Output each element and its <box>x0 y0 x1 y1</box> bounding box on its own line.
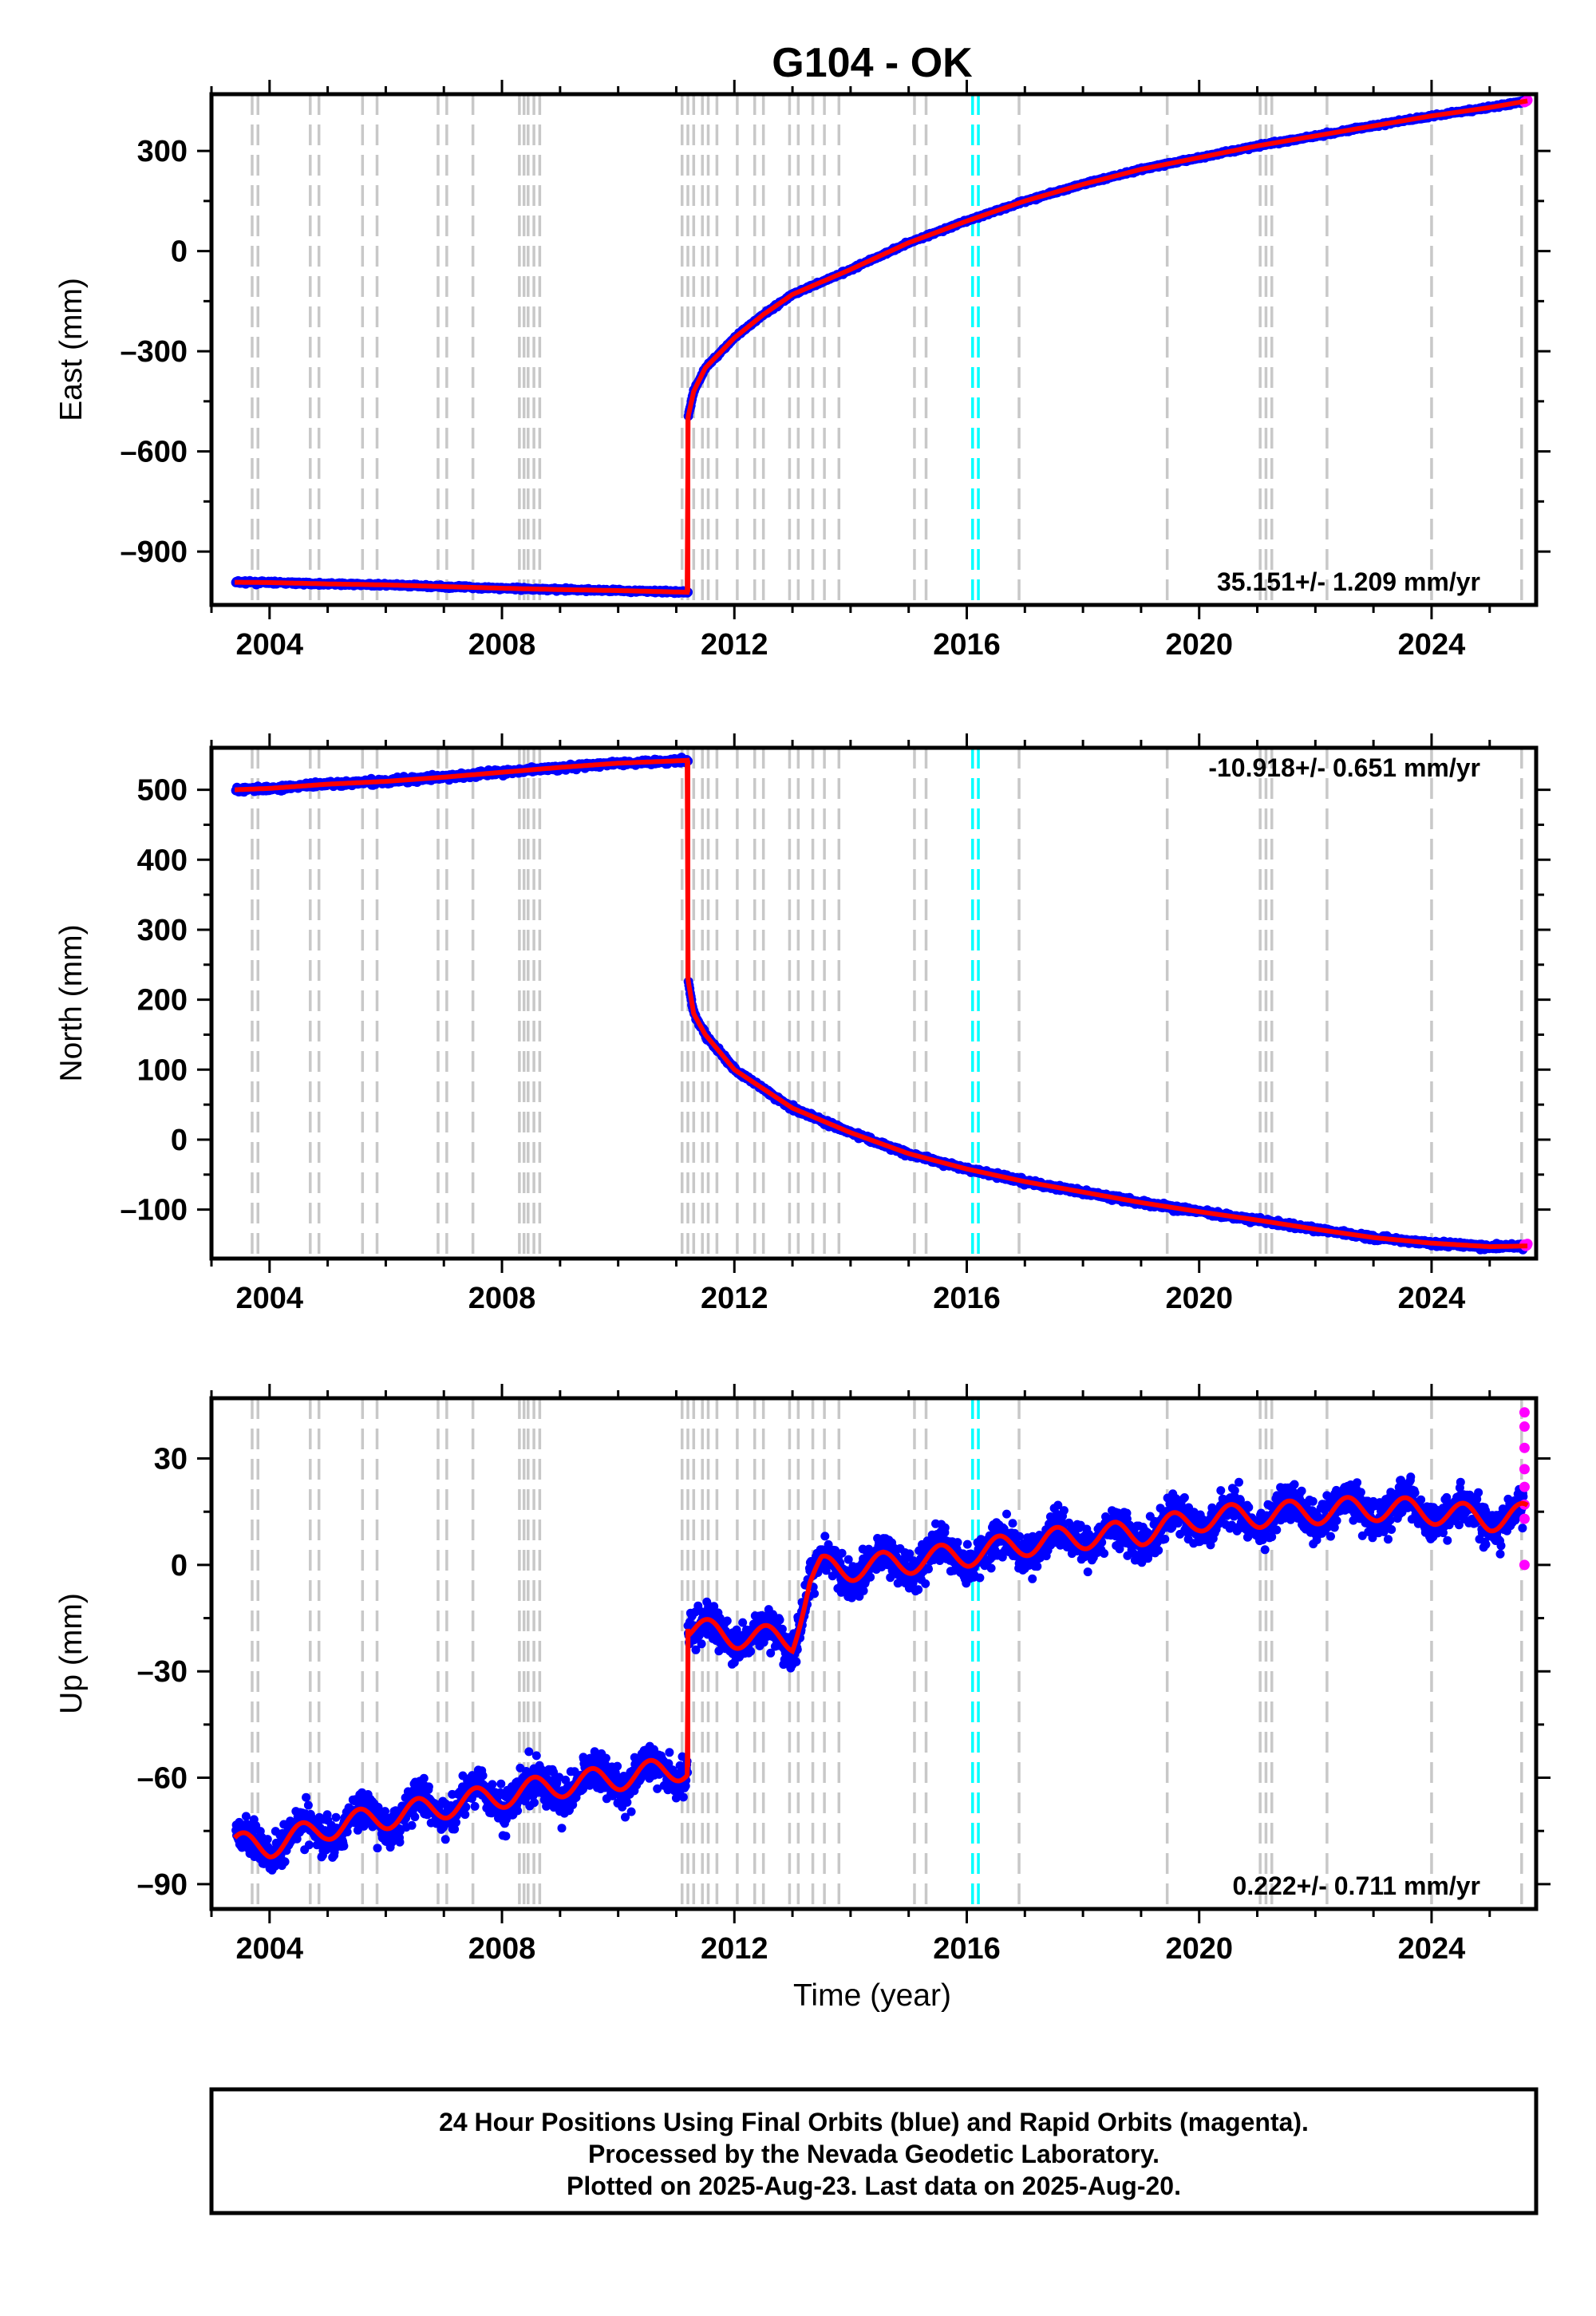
x-tick-label: 2008 <box>468 1282 536 1315</box>
x-tick-label: 2004 <box>236 628 304 662</box>
y-tick-label: 300 <box>137 914 188 947</box>
y-tick-label: –60 <box>137 1762 188 1796</box>
footer-line-2: Processed by the Nevada Geodetic Laborat… <box>588 2140 1159 2168</box>
north-velocity-label: -10.918+/- 0.651 mm/yr <box>1208 753 1480 782</box>
y-tick-label: 0 <box>171 235 188 269</box>
footer-line-3: Plotted on 2025-Aug-23. Last data on 202… <box>567 2172 1181 2200</box>
x-tick-label: 2012 <box>701 628 768 662</box>
x-tick-label: 2012 <box>701 1282 768 1315</box>
x-tick-label: 2008 <box>468 1932 536 1966</box>
x-tick-label: 2020 <box>1165 1932 1233 1966</box>
up-rapid-orbit-point <box>1519 1407 1530 1418</box>
north-y-axis-label: North (mm) <box>54 924 89 1081</box>
x-tick-label: 2016 <box>933 628 1001 662</box>
y-tick-label: –600 <box>120 436 188 469</box>
up-final-orbit-scatter <box>231 1472 1528 1875</box>
east-frame <box>209 92 1539 607</box>
east-velocity-label: 35.151+/- 1.209 mm/yr <box>1217 567 1480 596</box>
y-tick-label: –100 <box>120 1194 188 1227</box>
up-rapid-orbit-point <box>1519 1559 1530 1571</box>
up-rapid-orbit-point <box>1519 1513 1530 1524</box>
y-tick-label: –30 <box>137 1655 188 1689</box>
east-model-fit-line <box>235 98 1528 595</box>
up-y-axis-label: Up (mm) <box>54 1593 89 1714</box>
y-tick-label: 30 <box>154 1443 188 1476</box>
up-panel: 2004 2008 2012 2016 2020 2024 –90 –60 –30 0 30 Up (… <box>54 1384 1551 1966</box>
y-tick-label: 400 <box>137 844 188 877</box>
up-rapid-orbit-point <box>1519 1421 1530 1433</box>
north-model-fit-line <box>235 757 1528 1250</box>
x-axis-title: Time (year) <box>793 1978 951 2013</box>
east-y-axis-label: East (mm) <box>54 278 89 421</box>
footer-line-1: 24 Hour Positions Using Final Orbits (bl… <box>439 2108 1309 2136</box>
x-tick-label: 2024 <box>1398 1282 1466 1315</box>
y-tick-label: 0 <box>171 1549 188 1583</box>
y-tick-label: –300 <box>120 335 188 369</box>
x-tick-label: 2020 <box>1165 1282 1233 1315</box>
y-tick-label: –900 <box>120 536 188 569</box>
up-rapid-orbit-point <box>1519 1464 1530 1475</box>
y-tick-label: 500 <box>137 774 188 808</box>
x-tick-label: 2012 <box>701 1932 768 1966</box>
east-panel: 2004 2008 2012 2016 2020 2024 –900 –600 –300 0 300… <box>54 80 1551 662</box>
x-tick-label: 2008 <box>468 628 536 662</box>
north-panel: 2004 2008 2012 2016 2020 2024 –100 0 100 200 300 40… <box>54 733 1551 1315</box>
up-rapid-orbit-point <box>1519 1481 1530 1492</box>
x-tick-label: 2024 <box>1398 1932 1466 1966</box>
x-tick-label: 2004 <box>236 1932 304 1966</box>
x-tick-label: 2016 <box>933 1282 1001 1315</box>
y-tick-label: 300 <box>137 135 188 168</box>
y-tick-label: 100 <box>137 1053 188 1087</box>
y-tick-label: 200 <box>137 984 188 1018</box>
x-tick-label: 2024 <box>1398 628 1466 662</box>
y-tick-label: 0 <box>171 1124 188 1157</box>
up-model-fit-line <box>232 1495 1529 1860</box>
x-tick-label: 2004 <box>236 1282 304 1315</box>
x-tick-label: 2020 <box>1165 628 1233 662</box>
chart-title: G104 - OK <box>772 40 973 86</box>
x-tick-label: 2016 <box>933 1932 1001 1966</box>
up-velocity-label: 0.222+/- 0.711 mm/yr <box>1233 1871 1480 1900</box>
up-frame <box>209 1396 1539 1911</box>
y-tick-label: –90 <box>137 1868 188 1902</box>
up-final-orbit-points <box>231 1472 1528 1875</box>
north-frame <box>209 745 1539 1261</box>
footer-box: 24 Hour Positions Using Final Orbits (bl… <box>209 2087 1539 2215</box>
up-rapid-orbit-point <box>1519 1442 1530 1453</box>
